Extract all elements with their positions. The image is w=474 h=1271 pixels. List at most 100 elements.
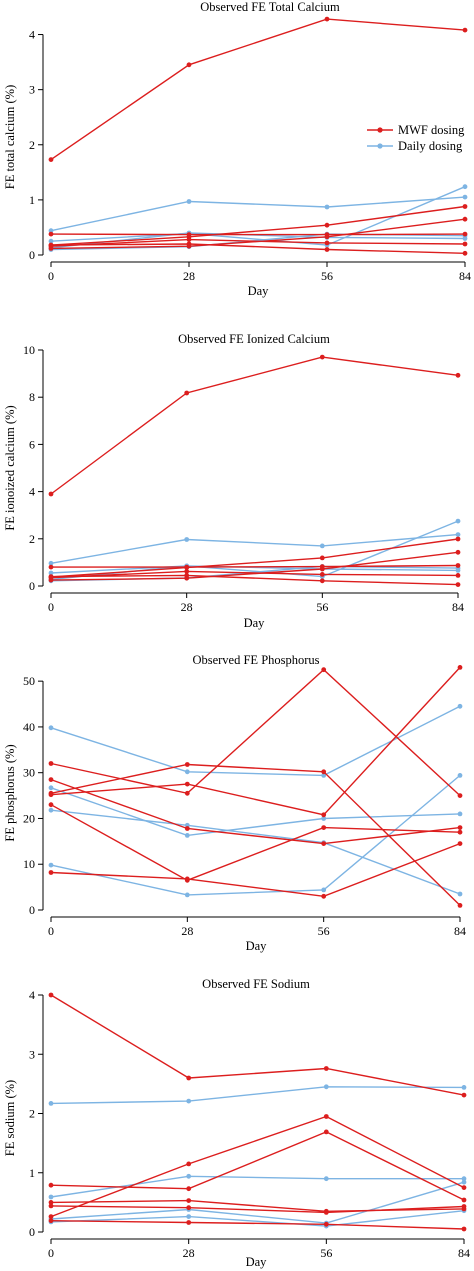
data-point-mwf [323, 1066, 329, 1071]
x-tick-label: 56 [316, 600, 328, 614]
chart-title: Observed FE Phosphorus [192, 653, 319, 667]
data-point-mwf [457, 825, 463, 830]
data-point-mwf [461, 1197, 467, 1203]
x-tick-label: 0 [48, 924, 54, 938]
data-point-mwf [323, 1210, 329, 1215]
x-tick-label: 84 [452, 600, 464, 614]
data-point-mwf [455, 372, 461, 378]
series-line-daily-10 [50, 1210, 465, 1227]
data-point-daily [457, 773, 463, 778]
series-line-mwf-5 [50, 804, 461, 882]
series-line-mwf-2 [50, 778, 461, 845]
x-tick-label: 28 [183, 1246, 195, 1260]
y-tick-label: 2 [29, 138, 35, 152]
data-point-mwf [455, 563, 461, 568]
x-tick-label: 28 [181, 924, 193, 938]
data-point-daily [186, 1098, 192, 1104]
series-line-mwf-1 [50, 668, 461, 797]
data-point-mwf [184, 790, 190, 796]
data-point-mwf [186, 1161, 192, 1167]
data-point-mwf [323, 1114, 329, 1119]
data-point-mwf [184, 762, 190, 767]
data-point-daily [321, 773, 327, 778]
data-point-mwf [186, 1220, 192, 1225]
y-tick-label: 4 [29, 485, 35, 499]
x-tick-label: 84 [459, 269, 471, 283]
y-tick-label: 1 [29, 1166, 35, 1180]
y-tick-label: 2 [29, 1107, 35, 1121]
y-tick-label: 4 [29, 28, 35, 42]
x-tick-label: 0 [48, 1246, 54, 1260]
data-point-mwf [323, 1221, 329, 1227]
data-point-mwf [319, 578, 325, 584]
y-tick-label: 4 [29, 988, 35, 1002]
x-axis-title: Day [248, 284, 270, 298]
data-point-daily [48, 570, 54, 576]
data-point-mwf [461, 1185, 467, 1190]
series-line-mwf-3 [50, 1115, 465, 1218]
data-point-daily [48, 238, 54, 244]
series-line-mwf-1 [50, 994, 465, 1096]
series-line-mwf-1 [50, 18, 466, 161]
data-point-daily [455, 518, 461, 524]
data-point-mwf [462, 27, 468, 33]
series-line-mwf-6 [50, 551, 459, 581]
data-point-mwf [324, 240, 330, 246]
series-line-daily-9 [50, 809, 461, 895]
y-tick-label: 3 [29, 83, 35, 97]
data-point-daily [48, 807, 54, 813]
data-point-mwf [455, 549, 461, 555]
data-point-mwf [184, 565, 190, 570]
data-point-daily [457, 703, 463, 709]
data-point-mwf [184, 781, 190, 787]
data-point-mwf [186, 1186, 192, 1192]
y-tick-label: 10 [23, 857, 35, 871]
data-point-mwf [455, 582, 461, 587]
data-point-mwf [184, 826, 190, 831]
data-point-mwf [461, 1226, 467, 1232]
panel-phosphorus: Observed FE Phosphorus Day FE phosphorus… [3, 653, 466, 953]
data-point-daily [48, 228, 54, 234]
data-point-mwf [184, 876, 190, 882]
data-point-mwf [457, 841, 463, 846]
data-point-mwf [48, 1203, 54, 1209]
data-point-daily [455, 532, 461, 537]
data-point-mwf [184, 569, 190, 574]
data-point-mwf [48, 231, 54, 237]
y-axis-title: FE phosphorus (%) [3, 744, 17, 841]
data-point-mwf [462, 241, 468, 247]
data-point-mwf [455, 536, 461, 542]
data-point-daily [457, 811, 463, 817]
series-line-daily-7 [50, 1086, 465, 1105]
legend-daily-label: Daily dosing [398, 139, 463, 153]
data-point-mwf [457, 903, 463, 908]
data-point-mwf [457, 793, 463, 798]
x-tick-label: 56 [318, 924, 330, 938]
y-tick-label: 3 [29, 1047, 35, 1061]
data-point-daily [321, 887, 327, 893]
data-point-mwf [186, 1198, 192, 1203]
series-line-mwf-6 [50, 842, 461, 898]
panel-sodium: Observed FE Sodium Day FE sodium (%) 0 28… [3, 977, 470, 1269]
y-axis-title: FE total calcium (%) [3, 85, 17, 189]
series-line-mwf-2 [50, 1131, 465, 1201]
legend-mwf-label: MWF dosing [398, 123, 465, 137]
data-point-mwf [184, 390, 190, 396]
data-point-mwf [48, 1218, 54, 1224]
data-point-mwf [186, 243, 192, 249]
x-tick-label: 84 [454, 924, 466, 938]
y-tick-label: 50 [23, 674, 35, 688]
data-point-mwf [324, 222, 330, 228]
data-point-mwf [462, 216, 468, 222]
data-point-daily [186, 1214, 192, 1219]
y-axis-title: FE ionoized calcium (%) [3, 405, 17, 530]
data-point-mwf [321, 841, 327, 846]
data-point-mwf [48, 246, 54, 251]
data-point-daily [48, 1194, 54, 1200]
data-point-mwf [48, 1214, 54, 1219]
series-line-daily-10 [50, 774, 461, 896]
data-point-mwf [462, 250, 468, 256]
x-tick-label: 28 [181, 600, 193, 614]
data-point-daily [323, 1176, 329, 1182]
x-tick-label: 28 [183, 269, 195, 283]
